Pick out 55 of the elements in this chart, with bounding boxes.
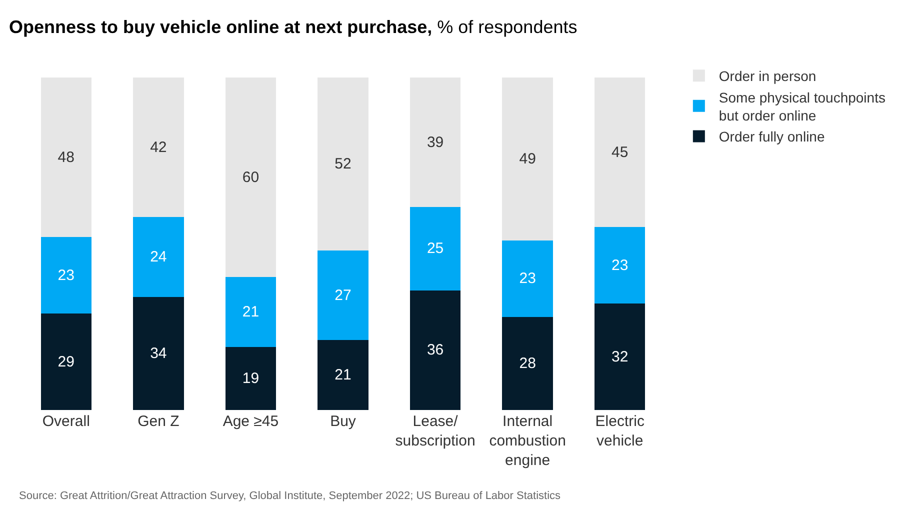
bar [318,340,368,410]
data-label: 27 [334,286,352,304]
bar [225,78,276,277]
x-tick-label: Internal combustion engine [489,413,566,469]
legend-label: Order in person [718,68,816,84]
chart-title: Openness to buy vehicle online at next purchase, [9,16,432,37]
data-label: 19 [242,370,260,387]
x-tick-label: Electric vehicle [595,413,645,450]
data-label: 21 [242,303,260,320]
bar [133,296,184,410]
x-tick-label: Gen Z [138,413,180,430]
bar [40,314,92,410]
data-label: 52 [334,155,352,172]
bar [594,304,646,410]
bar [318,250,368,340]
bar [502,240,553,317]
bar [502,78,553,240]
data-label: 45 [612,144,628,161]
data-label: 36 [426,342,444,359]
bar [410,290,461,410]
bar [40,78,92,238]
bar [133,78,184,218]
data-label: 25 [426,240,444,258]
data-label: 39 [426,134,444,151]
data-label: 48 [58,148,74,166]
x-tick-label: Buy [330,413,356,430]
bar [502,316,553,410]
data-label: 21 [334,366,352,384]
data-label: 60 [242,168,260,186]
bar [594,78,646,228]
data-label: 24 [150,248,167,266]
bar [410,207,461,290]
data-label: 42 [150,138,167,156]
bar [594,227,646,304]
legend-label: Order fully online [718,128,825,145]
x-tick-label: Overall [42,413,90,430]
bar [40,237,92,314]
bar [318,78,368,250]
bar [410,78,461,208]
bar [133,217,184,297]
data-label: 49 [519,150,536,168]
data-label: 32 [612,348,628,366]
source-note: Source: Great Attrition/Great Attraction Survey, Global Institute, September 2022; US Bureau of Labor Statistics [19,490,562,502]
data-label: 29 [58,353,74,370]
data-label: 23 [612,256,628,274]
legend-label: Some physical touchpoints but order online [718,89,886,124]
data-label: 34 [150,344,167,362]
data-label: 23 [58,266,74,284]
data-label: 28 [519,354,536,372]
x-tick-label: Age ≥45 [222,413,279,430]
bar [225,277,276,347]
bar [225,346,276,410]
chart-subtitle: % of respondents [437,16,578,37]
data-label: 23 [519,270,536,288]
x-tick-label: Lease/subscription [395,413,476,450]
